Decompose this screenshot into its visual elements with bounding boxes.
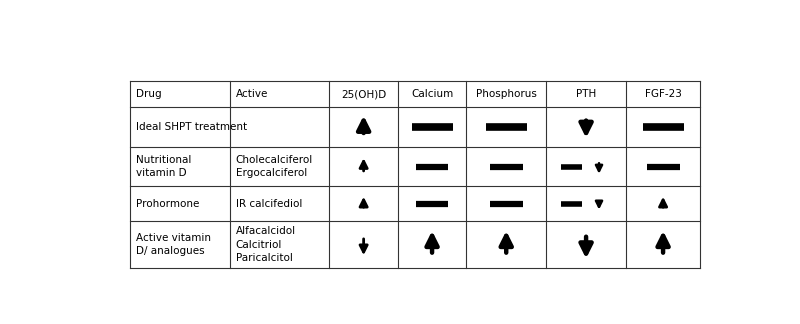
Text: Nutritional
vitamin D: Nutritional vitamin D [136,155,191,178]
Text: Phosphorus: Phosphorus [476,89,537,99]
Text: Active vitamin
D/ analogues: Active vitamin D/ analogues [136,233,211,256]
Text: Prohormone: Prohormone [136,199,199,209]
Text: Ideal SHPT treatment: Ideal SHPT treatment [136,122,247,132]
Text: 25(OH)D: 25(OH)D [341,89,386,99]
Text: Alfacalcidol
Calcitriol
Paricalcitol: Alfacalcidol Calcitriol Paricalcitol [236,226,296,263]
Text: PTH: PTH [576,89,596,99]
Text: Cholecalciferol
Ergocalciferol: Cholecalciferol Ergocalciferol [236,155,313,178]
Text: Active: Active [236,89,268,99]
Text: FGF-23: FGF-23 [645,89,682,99]
Text: IR calcifediol: IR calcifediol [236,199,302,209]
Text: Calcium: Calcium [411,89,453,99]
Text: Drug: Drug [136,89,162,99]
